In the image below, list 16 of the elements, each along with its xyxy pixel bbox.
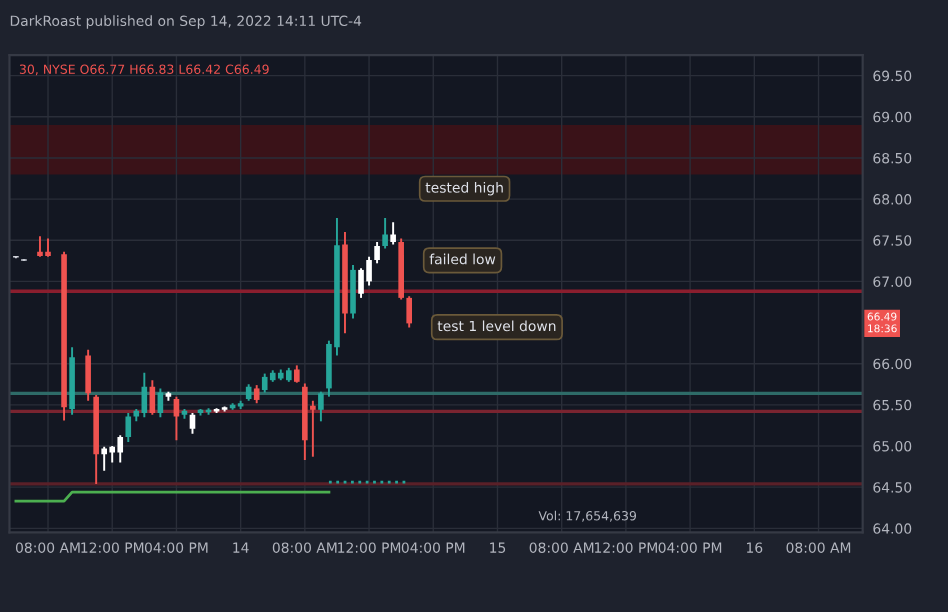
- candlestick: [358, 267, 364, 299]
- candlestick: [85, 348, 91, 402]
- candlestick: [253, 384, 260, 405]
- candlestick: [37, 235, 43, 258]
- candlestick: [101, 445, 107, 472]
- candlestick: [382, 217, 388, 250]
- candlestick: [350, 263, 356, 320]
- candlestick: [374, 240, 380, 265]
- candlestick: [390, 221, 396, 246]
- candlestick: [406, 295, 412, 329]
- candlestick: [125, 412, 132, 443]
- candlestick: [366, 255, 372, 287]
- candlestick: [45, 237, 51, 258]
- candlestick: [117, 434, 124, 464]
- candlestick: [261, 372, 268, 394]
- candlestick: [318, 390, 324, 423]
